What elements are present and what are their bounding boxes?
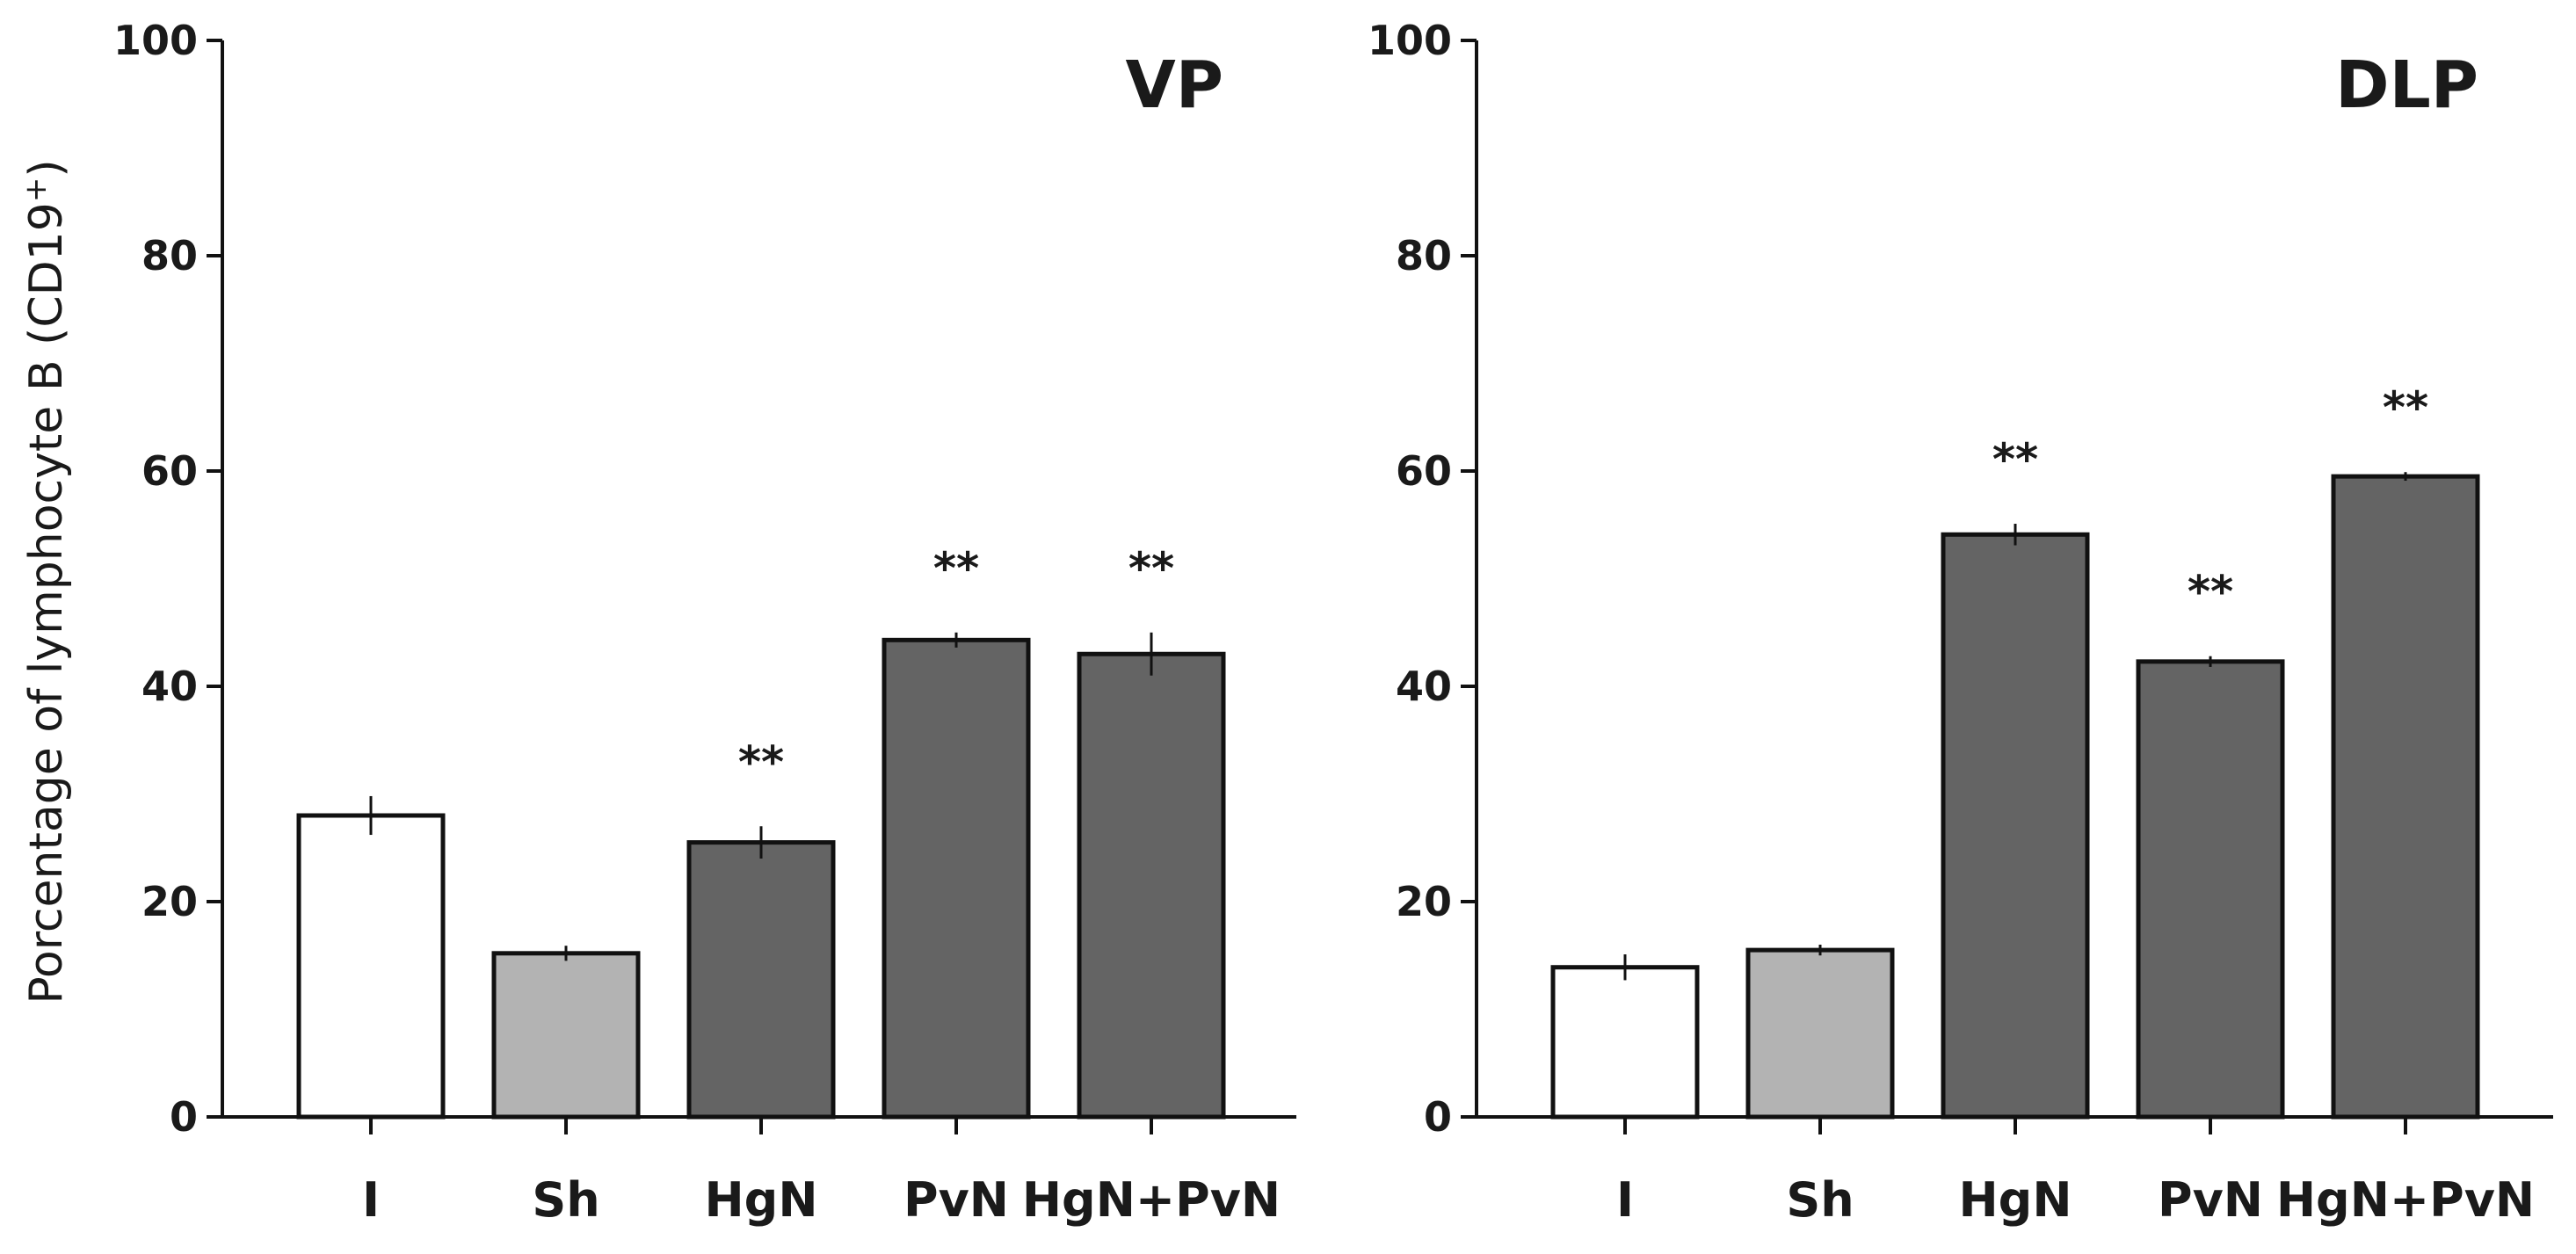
y-tick-label: 80 (141, 232, 198, 279)
bar-sh (491, 951, 641, 1120)
bar-sh (1745, 947, 1895, 1120)
significance-label: ** (2383, 382, 2428, 433)
x-tick-label-hgn: HgN (1958, 1172, 2072, 1228)
panel-title: VP (1125, 47, 1223, 123)
x-tick-label-sh: Sh (532, 1172, 599, 1228)
y-tick-label: 20 (1396, 878, 1452, 925)
significance-label: ** (933, 543, 979, 594)
x-tick-label-sh: Sh (1786, 1172, 1854, 1228)
bar-pvn (2136, 659, 2285, 1120)
y-tick-label: 40 (1396, 663, 1452, 710)
bar-pvn (882, 637, 1031, 1120)
x-tick-label-hgn-plus-pvn: HgN+PvN (2276, 1172, 2535, 1228)
y-tick-label: 60 (141, 447, 198, 495)
bar-i (296, 813, 446, 1120)
y-tick-label: 80 (1396, 232, 1452, 279)
significance-label: ** (1128, 543, 1174, 594)
y-axis-label: Porcentage of lymphocyte B (CD19+) (18, 159, 73, 1004)
x-tick-label-pvn: PvN (2158, 1172, 2263, 1228)
significance-label: ** (1992, 434, 2038, 485)
significance-label: ** (2188, 567, 2233, 618)
x-tick-label-hgn: HgN (704, 1172, 817, 1228)
bar-hgn (1941, 532, 2090, 1120)
x-tick-label-i: I (362, 1172, 380, 1228)
y-tick-label: 0 (170, 1093, 198, 1141)
x-tick-label-hgn-plus-pvn: HgN+PvN (1022, 1172, 1281, 1228)
y-tick-label: 100 (1368, 17, 1452, 64)
y-tick-label: 20 (141, 878, 198, 925)
bar-hgn-plus-pvn (2331, 474, 2480, 1120)
bar-hgn (686, 840, 836, 1120)
bar-hgn-plus-pvn (1077, 651, 1226, 1120)
y-tick-label: 0 (1424, 1093, 1452, 1141)
x-tick-label-i: I (1616, 1172, 1634, 1228)
x-tick-label-pvn: PvN (903, 1172, 1009, 1228)
significance-label: ** (738, 736, 784, 787)
y-tick-label: 100 (113, 17, 198, 64)
y-tick-label: 40 (141, 663, 198, 710)
chart-panel-dlp: 0 20 40 60 80 100 DLP I Sh ** HgN ** PvN ** HgN+PvN (1368, 17, 2553, 1228)
panel-title: DLP (2335, 47, 2478, 123)
bar-i (1550, 965, 1700, 1120)
chart-panel-vp: 0 20 40 60 80 100 VP I Sh ** HgN ** PvN ** HgN+PvN (113, 17, 1296, 1228)
y-tick-label: 60 (1396, 447, 1452, 495)
